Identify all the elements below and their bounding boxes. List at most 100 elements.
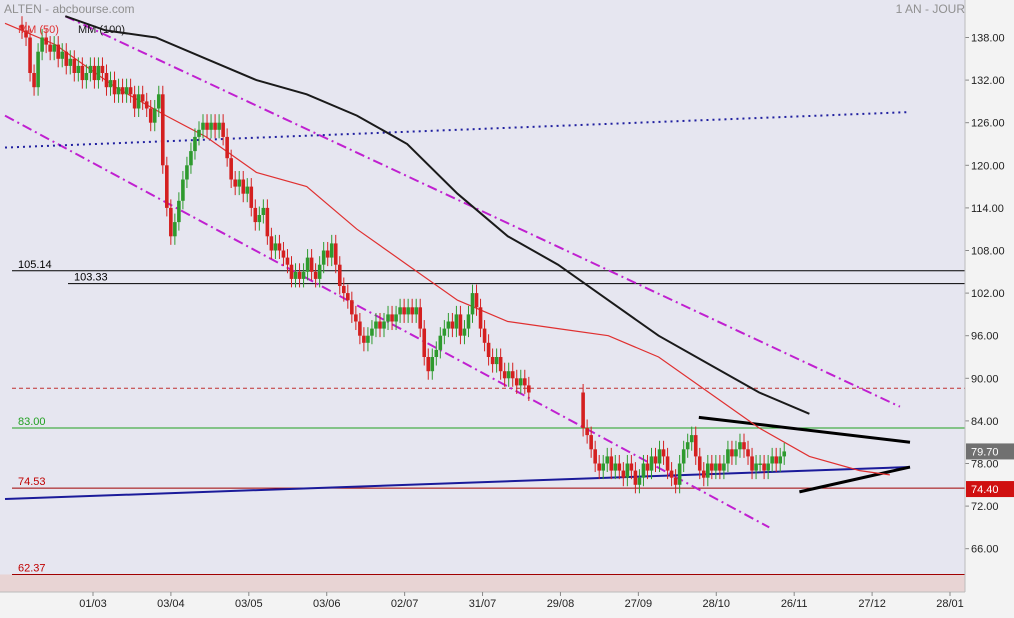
candle-body xyxy=(738,442,742,450)
candle-body xyxy=(293,271,298,279)
candle-body xyxy=(173,222,177,237)
candle-body xyxy=(329,243,334,258)
last-price-label: 79.70 xyxy=(971,446,999,458)
trendline-triangle-top xyxy=(698,415,911,444)
candle-body xyxy=(462,328,467,336)
candle-body xyxy=(124,87,129,95)
candle-body xyxy=(454,314,459,329)
candle-body xyxy=(370,328,374,336)
candle-body xyxy=(673,477,678,485)
candle-body xyxy=(261,207,266,215)
candle-body xyxy=(273,243,278,251)
candle-body xyxy=(494,357,499,365)
candle-body xyxy=(44,37,48,45)
candle-body xyxy=(486,342,491,357)
candle-body xyxy=(185,165,189,180)
candle-body xyxy=(770,456,774,464)
x-tick-label: 27/09 xyxy=(625,598,653,610)
candle-body xyxy=(470,293,475,315)
candle-body xyxy=(474,293,479,308)
candle-body xyxy=(438,335,443,350)
level-label: 74.53 xyxy=(18,476,46,488)
candle-body xyxy=(605,456,610,464)
x-tick-label: 28/01 xyxy=(936,598,964,610)
candle-body xyxy=(502,371,507,379)
candle-body xyxy=(685,442,690,450)
candle-body xyxy=(718,463,722,471)
candle-body xyxy=(269,236,274,251)
candle-body xyxy=(358,321,362,336)
candle-body xyxy=(726,449,730,464)
y-tick-label: 132.00 xyxy=(971,75,1005,87)
y-tick-label: 138.00 xyxy=(971,33,1005,45)
level-label: 103.33 xyxy=(74,272,108,284)
candle-body xyxy=(96,65,101,81)
candle-body xyxy=(506,371,511,379)
plot-area xyxy=(0,0,965,592)
y-tick-label: 126.00 xyxy=(971,118,1005,130)
candle-body xyxy=(390,314,394,322)
candle-body xyxy=(742,442,746,450)
candle-body xyxy=(116,87,121,95)
candle-body xyxy=(522,378,527,386)
candle-body xyxy=(221,122,225,137)
candle-body xyxy=(181,179,185,201)
candle-body xyxy=(527,385,531,393)
bottom-shaded-zone xyxy=(0,574,965,592)
candle-body xyxy=(450,321,455,329)
candle-body xyxy=(76,65,81,73)
last-price-box xyxy=(966,443,1014,460)
candle-body xyxy=(84,73,89,81)
candle-body xyxy=(621,470,626,478)
candle-body xyxy=(406,307,410,315)
candle-body xyxy=(446,321,451,329)
y-tick-label: 96.00 xyxy=(971,331,999,343)
candle-body xyxy=(706,463,710,478)
candle-body xyxy=(466,314,471,329)
candle-body xyxy=(689,435,694,443)
candle-body xyxy=(36,51,40,88)
candle-body xyxy=(169,207,173,237)
candle-body xyxy=(782,451,787,457)
mm100-line xyxy=(64,15,810,415)
candle-body xyxy=(265,207,270,237)
candle-body xyxy=(257,215,262,223)
candle-body xyxy=(144,101,149,109)
candle-body xyxy=(160,94,165,166)
candle-body xyxy=(442,328,447,336)
candle-body xyxy=(414,307,418,315)
candle-body xyxy=(140,94,145,102)
candle-body xyxy=(734,449,738,457)
candle-body xyxy=(714,463,718,471)
candle-body xyxy=(277,243,282,251)
candle-body xyxy=(458,314,463,336)
candle-body xyxy=(633,470,638,485)
candle-body xyxy=(362,335,366,343)
candle-body xyxy=(730,449,734,457)
candle-body xyxy=(665,456,670,471)
candle-body xyxy=(398,307,402,315)
candle-body xyxy=(697,456,702,471)
candle-body xyxy=(514,378,519,386)
y-tick-label: 78.00 xyxy=(971,459,999,471)
x-tick-label: 29/08 xyxy=(547,598,575,610)
candle-body xyxy=(637,477,642,485)
candle-body xyxy=(625,463,630,478)
trendline-long-support xyxy=(4,466,911,500)
trendlines xyxy=(4,15,911,529)
candle-body xyxy=(490,357,495,365)
y-tick-label: 72.00 xyxy=(971,501,999,513)
candle-body xyxy=(189,151,193,166)
candle-body xyxy=(201,122,205,130)
candle-body xyxy=(581,392,585,428)
candle-body xyxy=(148,108,153,123)
candle-body xyxy=(213,122,217,130)
candle-body xyxy=(681,449,686,464)
candle-body xyxy=(661,449,666,457)
candle-body xyxy=(778,456,782,464)
candle-body xyxy=(746,449,750,457)
candle-body xyxy=(325,250,330,258)
candle-body xyxy=(313,271,318,279)
y-tick-label: 114.00 xyxy=(971,203,1004,215)
